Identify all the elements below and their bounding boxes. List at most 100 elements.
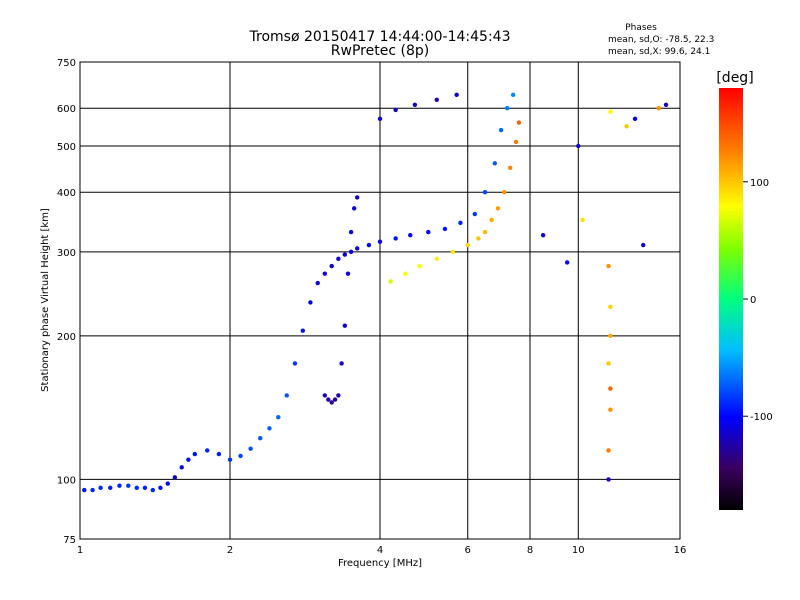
data-point: [608, 333, 613, 339]
data-point: [82, 487, 87, 493]
data-point: [454, 92, 459, 98]
y-tick-label: 75: [63, 535, 76, 546]
data-point: [322, 393, 328, 398]
data-point: [142, 485, 148, 491]
x-tick-label: 1: [77, 545, 83, 556]
data-point: [608, 304, 613, 310]
y-tick-label: 600: [57, 104, 76, 115]
points-layer: [82, 92, 669, 493]
data-point: [434, 256, 439, 262]
data-point: [482, 229, 488, 235]
data-point: [348, 249, 354, 255]
data-point: [108, 485, 113, 491]
data-point: [516, 120, 522, 125]
data-point: [329, 263, 334, 269]
data-point: [165, 481, 170, 486]
data-point: [345, 271, 351, 276]
x-tick-label: 2: [227, 545, 233, 556]
data-point: [300, 328, 306, 333]
data-point: [90, 487, 95, 493]
y-tick-label: 200: [57, 332, 76, 343]
data-point: [482, 190, 488, 195]
colorbar-ticks: 100 0 -100: [743, 178, 773, 423]
y-tick-label: 400: [57, 188, 76, 199]
x-tick-label: 6: [465, 545, 471, 556]
data-point: [608, 386, 613, 391]
data-point: [332, 397, 338, 402]
x-tick-label: 10: [572, 545, 585, 556]
data-point: [426, 229, 431, 235]
colorbar-tick-label: -100: [750, 412, 773, 423]
data-point: [308, 300, 313, 305]
y-tick-label: 100: [57, 475, 76, 486]
data-point: [158, 485, 163, 491]
y-axis-ticks: 75 100 200 300 400 500 600 750: [57, 58, 76, 546]
data-point: [606, 477, 611, 482]
data-point: [606, 361, 611, 366]
data-point: [150, 487, 156, 493]
stats-line-x: mean, sd,X: 99.6, 24.1: [608, 47, 710, 57]
data-point: [179, 465, 184, 470]
data-point: [608, 109, 613, 114]
data-point: [393, 236, 398, 241]
data-point: [134, 485, 139, 491]
colorbar: [719, 88, 743, 510]
data-point: [632, 116, 638, 122]
data-point: [322, 271, 328, 276]
data-point: [227, 457, 233, 462]
x-tick-label: 8: [527, 545, 533, 556]
data-point: [126, 483, 131, 488]
data-point: [442, 226, 448, 232]
data-point: [580, 217, 585, 223]
x-axis-ticks: 1 2 4 6 8 10 16: [77, 545, 687, 556]
data-point: [465, 242, 470, 248]
data-point: [624, 124, 629, 129]
data-point: [564, 260, 570, 265]
grid-layer: [80, 62, 680, 539]
data-point: [492, 161, 498, 166]
data-point: [606, 263, 611, 269]
chart-title: Tromsø 20150417 14:44:00-14:45:43: [249, 29, 511, 45]
data-point: [336, 393, 341, 398]
data-point: [354, 246, 360, 251]
data-point: [403, 271, 408, 276]
data-point: [117, 483, 122, 488]
data-point: [504, 106, 510, 111]
y-tick-label: 750: [57, 58, 76, 69]
data-point: [366, 242, 372, 248]
colorbar-tick-label: 100: [750, 178, 769, 189]
data-point: [412, 102, 418, 108]
y-axis-label: Stationary phase Virtual Height [km]: [40, 208, 51, 392]
data-point: [408, 233, 413, 238]
data-point: [204, 448, 210, 453]
data-point: [172, 475, 178, 480]
chart-subtitle: RwPretec (8p): [331, 43, 429, 59]
x-axis-label: Frequency [MHz]: [338, 558, 422, 569]
data-point: [248, 446, 253, 451]
data-point: [476, 236, 481, 241]
data-point: [284, 393, 289, 398]
data-point: [417, 263, 422, 269]
y-tick-label: 300: [57, 248, 76, 259]
data-point: [606, 448, 611, 453]
data-point: [267, 426, 272, 431]
stats-header: Phases: [625, 23, 657, 33]
data-point: [663, 102, 669, 108]
data-point: [329, 400, 334, 405]
data-point: [342, 252, 348, 257]
data-point: [377, 239, 383, 244]
data-point: [656, 106, 661, 111]
data-point: [258, 436, 263, 441]
data-point: [276, 415, 281, 420]
data-point: [339, 361, 344, 366]
y-tick-label: 500: [57, 142, 76, 153]
data-point: [510, 92, 516, 98]
x-tick-label: 16: [674, 545, 687, 556]
data-point: [641, 242, 646, 248]
data-point: [498, 127, 504, 133]
x-tick-label: 4: [377, 545, 383, 556]
data-point: [98, 485, 103, 491]
data-point: [192, 451, 198, 457]
data-point: [388, 279, 393, 284]
